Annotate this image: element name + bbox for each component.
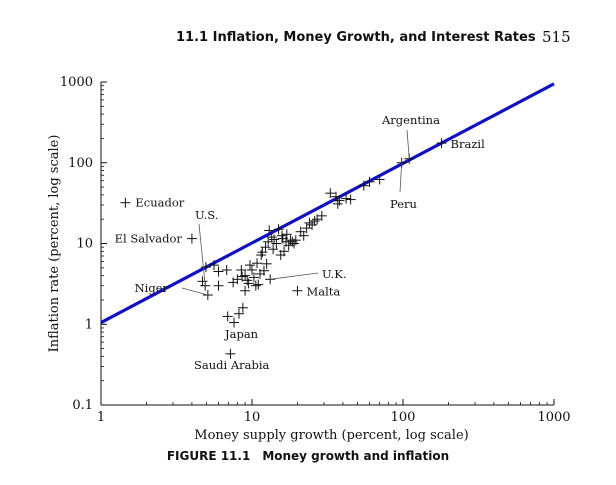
data-point (257, 247, 268, 258)
annotation-label: Malta (306, 285, 340, 299)
x-axis-label: Money supply growth (percent, log scale) (194, 428, 468, 443)
page-number: 515 (542, 28, 571, 46)
x-tick-label: 1000 (537, 410, 570, 425)
y-tick-label: 0.1 (72, 398, 93, 413)
annotation-leader (399, 162, 403, 193)
data-point (309, 215, 320, 226)
data-point (279, 246, 290, 257)
data-point (268, 244, 279, 255)
annotation-leader (198, 223, 206, 286)
data-point (334, 195, 345, 206)
data-point (292, 285, 303, 296)
data-point (237, 302, 248, 313)
data-point (271, 238, 282, 249)
data-point (374, 174, 385, 185)
data-point (298, 230, 309, 241)
annotation-leader (270, 272, 319, 280)
data-point (222, 311, 233, 322)
data-point (240, 285, 251, 296)
y-tick-label: 100 (68, 156, 93, 171)
data-point (307, 219, 318, 230)
annotation-leader (181, 287, 208, 296)
data-point (236, 264, 247, 275)
data-point (436, 138, 447, 149)
data-point (301, 223, 312, 234)
annotation-label: Argentina (381, 113, 440, 127)
y-tick-label: 10 (76, 237, 93, 252)
data-point (213, 280, 224, 291)
data-point (266, 232, 277, 243)
data-point (345, 194, 356, 205)
data-point (208, 260, 219, 271)
annotation-label: Saudi Arabia (194, 358, 270, 372)
fit-line (100, 82, 555, 324)
data-point (341, 193, 352, 204)
annotation-leader (406, 129, 410, 159)
data-point (213, 266, 224, 277)
annotation-label: Niger (135, 281, 169, 295)
data-point (253, 279, 264, 290)
data-point (233, 308, 244, 319)
data-point (358, 180, 369, 191)
x-tick-label: 10 (244, 410, 261, 425)
data-point (261, 258, 272, 269)
data-point (269, 234, 280, 245)
data-point (290, 235, 301, 246)
data-point (186, 233, 197, 244)
x-tick-label: 100 (391, 410, 416, 425)
data-point (229, 317, 240, 328)
data-point (256, 250, 267, 261)
page-header: 11.1 Inflation, Money Growth, and Intere… (0, 28, 616, 50)
annotation-label: Brazil (451, 137, 486, 151)
scatter-chart: 1 10 100 1000 0.1 1 10 100 1000 Money supply grow… (47, 75, 571, 443)
data-point (232, 274, 243, 285)
data-point (248, 272, 259, 283)
data-point (250, 280, 261, 291)
data-point (304, 217, 315, 228)
data-point (245, 260, 256, 271)
data-point (258, 265, 269, 276)
data-point (225, 348, 236, 359)
data-point (200, 262, 211, 273)
data-point (364, 176, 375, 187)
data-point (243, 278, 254, 289)
x-tick-label: 1 (97, 410, 105, 425)
y-axis-label: Inflation rate (percent, log scale) (47, 135, 62, 353)
data-point (260, 242, 271, 253)
data-point (197, 276, 208, 287)
annotation-label: El Salvador (115, 232, 183, 246)
data-point (120, 197, 131, 208)
figure-label: FIGURE 11.1 (166, 449, 251, 463)
data-point (264, 225, 275, 236)
data-point (316, 210, 327, 221)
annotation-label: Japan (224, 327, 259, 341)
data-point (221, 264, 232, 275)
annotation-label: Peru (390, 197, 417, 211)
data-point (273, 224, 284, 235)
figure-caption: FIGURE 11.1 Money growth and inflation (0, 449, 616, 463)
figure-title: Money growth and inflation (262, 449, 450, 463)
data-point (325, 188, 336, 199)
data-point (247, 264, 257, 275)
data-point (281, 229, 292, 240)
y-tick-label: 1 (85, 317, 93, 332)
section-title: 11.1 Inflation, Money Growth, and Intere… (176, 30, 536, 45)
data-point (252, 258, 263, 269)
y-tick-label: 1000 (60, 75, 93, 90)
annotation-label: U.K. (322, 267, 347, 281)
annotation-label: Ecuador (135, 196, 184, 210)
annotation-label: U.S. (195, 208, 218, 222)
data-point (240, 270, 251, 281)
